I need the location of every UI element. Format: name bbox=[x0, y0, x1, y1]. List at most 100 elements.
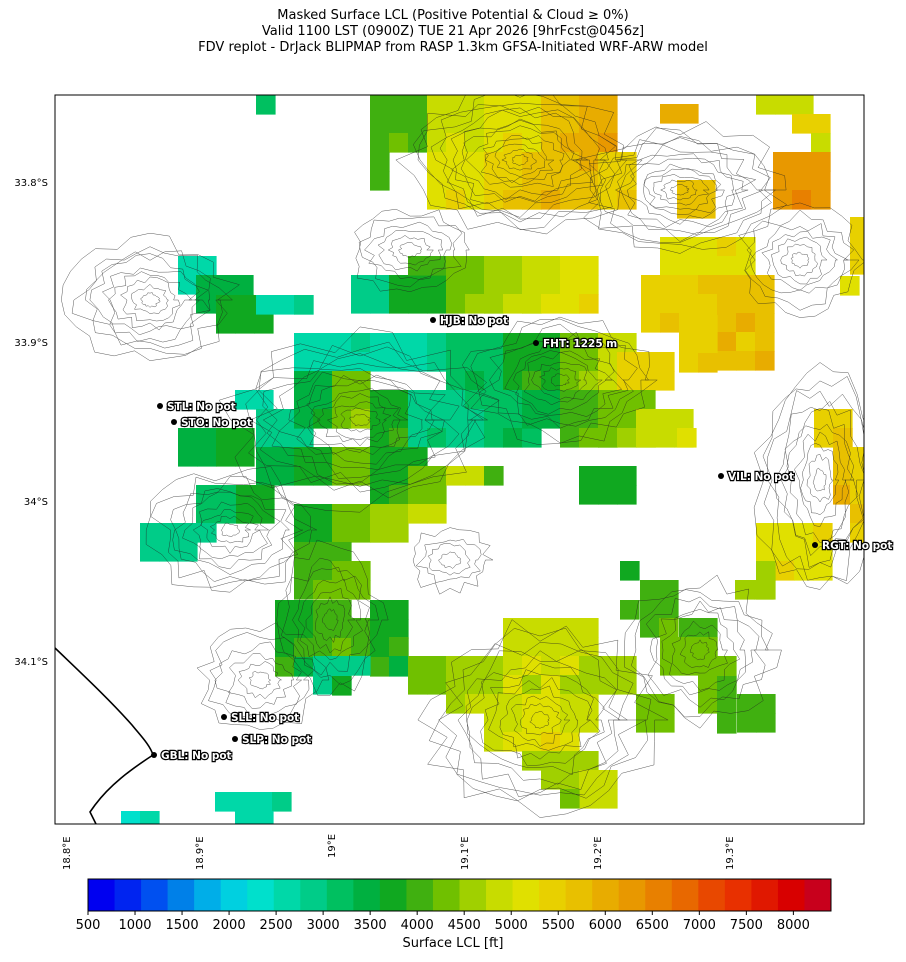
lcl-cell bbox=[275, 638, 295, 658]
lcl-cell bbox=[660, 237, 680, 257]
lcl-cell bbox=[216, 447, 236, 467]
colorbar-segment bbox=[724, 879, 752, 911]
contour-line bbox=[89, 253, 211, 343]
lcl-cell bbox=[620, 600, 640, 620]
contour-line bbox=[780, 243, 818, 277]
lcl-cell bbox=[446, 466, 466, 486]
lcl-cell bbox=[579, 390, 599, 410]
lcl-cell bbox=[256, 428, 276, 448]
lat-label-34-1: 34.1°S bbox=[14, 657, 48, 668]
contour-line bbox=[574, 121, 788, 250]
lcl-cell bbox=[598, 371, 618, 391]
lcl-cell bbox=[756, 95, 776, 115]
lcl-cell bbox=[541, 732, 561, 752]
contour-line bbox=[398, 242, 422, 258]
contour-line bbox=[510, 695, 571, 747]
lcl-cell bbox=[503, 333, 523, 353]
lcl-cell bbox=[313, 447, 333, 467]
lcl-cell bbox=[660, 104, 680, 124]
colorbar-segment bbox=[777, 879, 805, 911]
lcl-cell bbox=[216, 428, 236, 448]
lcl-cell bbox=[294, 504, 314, 524]
lcl-cell bbox=[660, 294, 680, 314]
lcl-cell bbox=[332, 676, 352, 696]
lcl-cell bbox=[408, 275, 428, 295]
contour-line bbox=[645, 596, 760, 708]
lcl-cell bbox=[294, 428, 314, 448]
lcl-cell bbox=[522, 428, 542, 448]
lcl-cell bbox=[427, 152, 447, 172]
lcl-cell bbox=[541, 713, 561, 733]
lcl-cell bbox=[427, 95, 447, 115]
lcl-cell bbox=[196, 275, 216, 295]
lcl-cell bbox=[484, 294, 504, 314]
colorbar bbox=[87, 878, 832, 915]
lcl-cell bbox=[503, 713, 523, 733]
contour-line bbox=[208, 632, 316, 724]
lcl-cell bbox=[717, 294, 737, 314]
lcl-cell bbox=[560, 751, 580, 771]
lcl-cell bbox=[679, 353, 699, 373]
lcl-cell bbox=[541, 409, 561, 429]
station-label-fht: FHT: 1225 m bbox=[543, 338, 617, 350]
lcl-cell bbox=[617, 190, 637, 210]
lcl-cell bbox=[736, 332, 756, 352]
contour-line bbox=[196, 622, 330, 730]
lcl-cell bbox=[560, 275, 580, 295]
lcl-cell bbox=[465, 256, 485, 276]
lcl-cell bbox=[332, 390, 352, 410]
lcl-cell bbox=[717, 256, 737, 276]
lcl-cell bbox=[541, 114, 561, 134]
lcl-cell bbox=[389, 114, 409, 134]
lcl-cell bbox=[465, 656, 485, 676]
lcl-cell bbox=[332, 523, 352, 543]
lcl-cell bbox=[313, 638, 333, 658]
contour-line bbox=[85, 250, 211, 349]
contour-line bbox=[439, 105, 609, 223]
contour-line bbox=[278, 371, 444, 470]
lcl-cell bbox=[178, 256, 198, 276]
lcl-cell bbox=[674, 409, 694, 429]
lon-label-19-2: 19.2°E bbox=[593, 836, 604, 870]
lcl-cell bbox=[794, 95, 814, 115]
lcl-cell bbox=[332, 371, 352, 391]
lcl-cell bbox=[737, 694, 757, 714]
lcl-cell bbox=[850, 485, 864, 505]
lcl-cell bbox=[140, 811, 160, 824]
lcl-cell bbox=[811, 114, 831, 134]
lcl-cell bbox=[197, 428, 217, 448]
lcl-cell bbox=[541, 333, 561, 353]
lcl-cell bbox=[736, 275, 756, 295]
lcl-cell bbox=[446, 95, 466, 115]
lcl-cell bbox=[522, 409, 542, 429]
lcl-cell bbox=[660, 637, 680, 657]
contour-line bbox=[767, 390, 864, 570]
lcl-cell bbox=[598, 390, 618, 410]
contour-line bbox=[292, 566, 370, 676]
lcl-cell bbox=[332, 409, 352, 429]
contour-line bbox=[349, 414, 371, 427]
contour-line bbox=[364, 221, 453, 280]
lcl-cell bbox=[370, 114, 390, 134]
contour-line bbox=[249, 360, 474, 493]
lcl-cell bbox=[541, 371, 561, 391]
lcl-cell bbox=[850, 255, 864, 275]
lcl-cell bbox=[272, 792, 292, 812]
lcl-cell bbox=[484, 171, 504, 191]
lcl-cell bbox=[196, 294, 216, 314]
colorbar-tick-label: 5500 bbox=[541, 918, 575, 933]
colorbar-segment bbox=[220, 879, 248, 911]
lcl-cell bbox=[522, 171, 542, 191]
colorbar-segment bbox=[671, 879, 699, 911]
colorbar-segment bbox=[167, 879, 195, 911]
lcl-cell bbox=[579, 656, 599, 676]
lcl-cell bbox=[255, 504, 275, 524]
lcl-cell bbox=[698, 334, 718, 354]
lcl-cell bbox=[736, 237, 756, 257]
lcl-cell bbox=[408, 485, 428, 505]
lcl-cell bbox=[235, 314, 255, 334]
lcl-cell bbox=[465, 294, 485, 314]
lcl-cell bbox=[833, 447, 853, 467]
contour-line bbox=[617, 144, 757, 235]
